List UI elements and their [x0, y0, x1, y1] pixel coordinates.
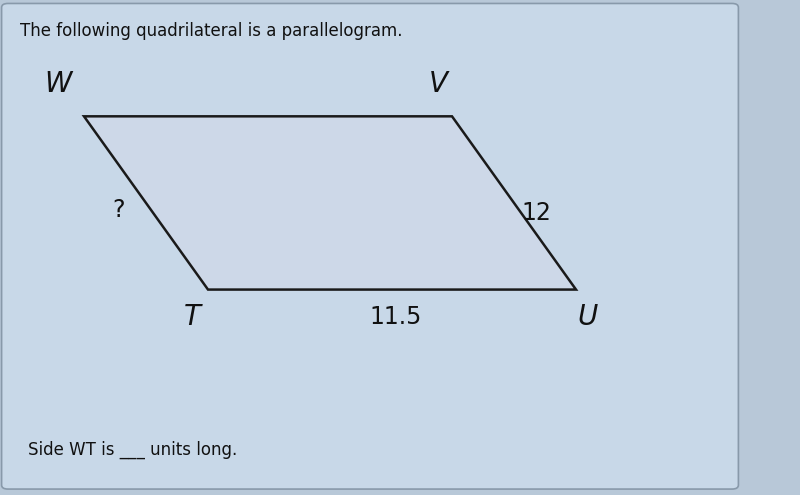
Text: ?: ? [112, 198, 125, 222]
Text: Side WT is ___ units long.: Side WT is ___ units long. [28, 441, 238, 458]
Text: U: U [578, 303, 598, 331]
Text: The following quadrilateral is a parallelogram.: The following quadrilateral is a paralle… [20, 22, 402, 40]
Polygon shape [84, 116, 576, 290]
FancyBboxPatch shape [2, 3, 738, 489]
Text: V: V [429, 70, 448, 98]
Text: W: W [44, 70, 71, 98]
Text: 11.5: 11.5 [370, 305, 422, 329]
Text: 12: 12 [521, 201, 551, 225]
Text: T: T [183, 303, 201, 331]
